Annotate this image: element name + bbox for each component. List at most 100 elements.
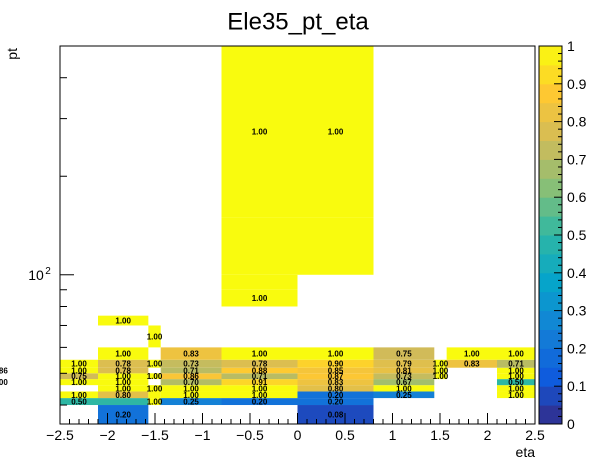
heatmap-cell [221, 379, 298, 386]
cell-value-label: 1.00 [71, 378, 87, 387]
heatmap-cell [148, 373, 161, 380]
heatmap-cell [221, 347, 298, 360]
cell-value-label: 1.00 [328, 350, 344, 359]
cell-value-label: 1.00 [115, 372, 131, 381]
cell-value-label: 0.20 [328, 391, 344, 400]
cell-value-label: 1.00 [508, 367, 524, 376]
cell-value-label: 1.00 [433, 367, 449, 376]
cell-value-label: 0.78 [115, 360, 131, 369]
cell-value-label: 1.00 [464, 350, 480, 359]
cell-value-label: 0.81 [396, 367, 412, 376]
heatmap-cell [148, 325, 161, 348]
colorbar-tick-label: 0 [567, 416, 575, 432]
colorbar-band [539, 253, 562, 274]
colorbar-band [539, 178, 562, 198]
cell-value-label: 1.00 [147, 384, 163, 393]
heatmap-cell [373, 347, 435, 360]
heatmap-cell [373, 391, 435, 399]
cell-value-label: 0.25 [183, 398, 199, 407]
heatmap-cell [148, 391, 161, 399]
heatmap-cell [373, 359, 435, 368]
cell-value-label: 0.85 [328, 367, 344, 376]
heatmap-cell [98, 315, 149, 326]
cell-value-label: 1.00 [508, 350, 524, 359]
heatmap-cell [148, 359, 161, 368]
cell-value-label: 1.00 [115, 384, 131, 393]
colorbar-tick-label: 0.2 [567, 340, 587, 356]
heatmap-cell [98, 385, 149, 392]
heatmap-cell [434, 359, 447, 368]
heatmap-cell [160, 367, 222, 374]
cell-value-label: 1.00 [147, 332, 163, 341]
cell-value-label: 0.70 [183, 378, 199, 387]
colorbar-tick-label: 0.7 [567, 151, 587, 167]
heatmap-cell [297, 347, 374, 360]
colorbar-band [539, 159, 562, 179]
colorbar-band [539, 102, 562, 123]
heatmap-cell [297, 385, 374, 392]
heatmap-cell [497, 367, 535, 374]
cell-value-label: 0.67 [396, 378, 412, 387]
colorbar-tick-label: 0.6 [567, 189, 587, 205]
heatmap-cell [221, 398, 298, 406]
cell-value-label: 0.83 [464, 360, 480, 369]
heatmap-cell [160, 391, 222, 399]
heatmap-cell [497, 347, 535, 360]
heatmap-cell [497, 359, 535, 368]
cell-value-label: 1.00 [396, 384, 412, 393]
heatmap-cell [221, 367, 298, 374]
x-tick-label: 2.5 [525, 427, 545, 443]
heatmap-cell [297, 217, 374, 275]
y-tick-label: 10 [28, 267, 44, 283]
cell-value-label: 0.20 [115, 411, 131, 420]
heatmap-cell [160, 379, 222, 386]
heatmap-cell [221, 289, 298, 307]
colorbar-tick-label: 0.5 [567, 227, 587, 243]
cell-value-label: 1.00 [115, 378, 131, 387]
heatmap-cell [297, 367, 374, 374]
heatmap-cells [60, 46, 535, 424]
cell-value-label: 1.00 [115, 317, 131, 326]
x-tick-label: −2 [100, 427, 116, 443]
heatmap-cell [221, 46, 298, 218]
cell-value-label: 0.78 [252, 360, 268, 369]
heatmap-cell [434, 367, 447, 374]
cell-value-label: 0.25 [396, 391, 412, 400]
heatmap-cell [446, 359, 497, 368]
cell-value-label: 1.00 [183, 391, 199, 400]
x-tick-label: −2.5 [46, 427, 74, 443]
heatmap-cell [60, 373, 98, 380]
cell-value-label: 1.00 [252, 294, 268, 303]
heatmap-cell [373, 379, 435, 386]
cell-value-label: 1.00 [433, 360, 449, 369]
x-axis: −2.5 −2 −1.5 −1 −0.5 0 0.5 1 1.5 2 2.5 [46, 413, 545, 443]
colorbar-band [539, 291, 562, 312]
cell-value-label: 0.83 [328, 378, 344, 387]
colorbar-band [539, 386, 562, 406]
x-tick-label: −0.5 [236, 427, 264, 443]
cell-value-label: 0.71 [508, 360, 524, 369]
cell-value-label: 1.00 [508, 391, 524, 400]
cell-labels: 0.20 0.080.50 1.00 0.25 0.20 0.201.00 0.80 1.00… [0, 128, 524, 420]
cell-value-label: 1.00 [252, 384, 268, 393]
heatmap-cell [297, 398, 374, 406]
colorbar-tick-label: 0.4 [567, 265, 587, 281]
cell-value-label: 0.90 [328, 360, 344, 369]
cell-value-label: 0.50 [508, 378, 524, 387]
heatmap-cell [60, 398, 98, 406]
colorbar-band [539, 46, 562, 66]
heatmap-cell [297, 359, 374, 368]
cell-value-label: 1.00 [252, 350, 268, 359]
colorbar-band [539, 140, 562, 160]
heatmap-cell [373, 385, 435, 392]
heatmap-cell [221, 373, 298, 380]
cell-value-label: 0.80 [115, 391, 131, 400]
colorbar-tick-label: 0.8 [567, 114, 587, 130]
cell-value-label: 1.00 [433, 372, 449, 381]
cell-value-label: 1.00 [252, 128, 268, 137]
heatmap-cell [160, 359, 222, 368]
chart-title: Ele35_pt_eta [227, 8, 369, 35]
cell-value-label: 0.20 [328, 398, 344, 407]
heatmap-cell [60, 367, 98, 374]
x-axis-label: eta [516, 444, 536, 460]
